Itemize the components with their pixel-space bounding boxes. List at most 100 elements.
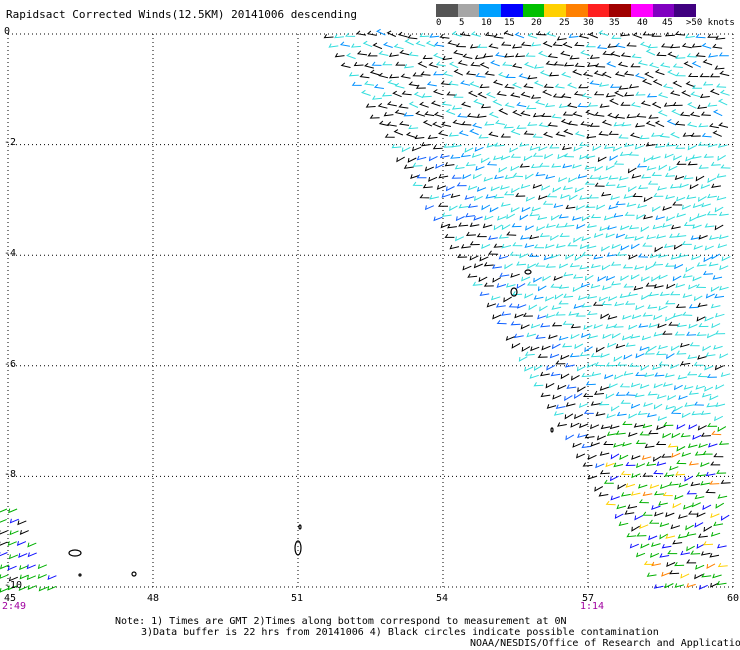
wind-barb-901 [611, 332, 621, 339]
wind-barb-342 [601, 119, 612, 126]
wind-barb-1151 [668, 481, 679, 486]
wind-barb-627 [469, 222, 480, 227]
wind-barb-606 [537, 215, 548, 221]
wind-barb-985 [677, 375, 688, 380]
wind-barb-945 [656, 351, 667, 356]
wind-barb-13 [460, 31, 471, 37]
wind-barb-1010 [564, 395, 573, 402]
wind-barb-470 [627, 167, 637, 174]
wind-barb-324 [408, 124, 419, 130]
wind-barb-598 [455, 216, 465, 222]
wind-barb-1108 [619, 454, 629, 460]
wind-barb-854 [555, 311, 566, 316]
wind-barb-218 [716, 83, 727, 88]
wind-barb-1080 [628, 432, 638, 438]
wind-barb-121 [435, 61, 446, 67]
wind-barb-231 [485, 91, 496, 99]
wind-barb-424 [460, 152, 471, 158]
wind-barb-176 [644, 71, 654, 79]
island-5 [524, 269, 532, 275]
wind-barb-442 [651, 155, 661, 161]
wind-barb-427 [493, 155, 503, 161]
wind-barb-1213 [661, 543, 672, 549]
wind-barb-1249 [0, 508, 8, 513]
wind-barb-310 [607, 112, 617, 119]
grid-lines [7, 33, 734, 588]
wind-barb-630 [501, 224, 511, 231]
wind-barb-786 [550, 283, 561, 288]
wind-barb-290 [394, 109, 405, 115]
wind-barb-407 [612, 146, 623, 152]
time-label-right: 1:14 [580, 601, 605, 612]
wind-barb-565 [698, 196, 707, 203]
wind-barb-710 [519, 253, 529, 259]
wind-barb-1089 [572, 442, 582, 448]
wind-barb-995 [585, 381, 596, 386]
wind-barb-10 [429, 33, 440, 38]
wind-barb-698 [663, 243, 674, 249]
wind-barb-993 [566, 384, 577, 389]
wind-barb-863 [653, 315, 663, 321]
wind-barb-583 [585, 203, 596, 209]
wind-barb-872 [520, 324, 530, 330]
wind-barb-905 [653, 332, 664, 337]
wind-barb-418 [396, 156, 405, 163]
wind-barb-232 [496, 90, 507, 96]
wind-barb-742 [590, 263, 601, 269]
wind-barb-1042 [553, 411, 564, 416]
wind-barb-1192 [631, 525, 640, 532]
wind-barb-933 [524, 351, 535, 356]
wind-barb-929 [689, 342, 700, 347]
wind-barb-52 [477, 43, 488, 48]
wind-barb-1231 [686, 559, 697, 564]
wind-barb-654 [476, 233, 487, 238]
wind-barb-773 [658, 274, 668, 280]
wind-barb-1122 [625, 461, 636, 467]
island-1 [294, 540, 302, 556]
wind-barb-465 [572, 163, 582, 169]
wind-barb-507 [695, 175, 705, 182]
wind-barb-379 [650, 132, 661, 137]
wind-barb-1041 [715, 402, 726, 408]
wind-barb-758 [499, 272, 510, 278]
wind-barb-92 [514, 53, 525, 58]
wind-barb-694 [620, 245, 630, 251]
wind-barb-320 [712, 109, 723, 117]
wind-barb-552 [560, 194, 570, 200]
wind-barb-999 [630, 382, 641, 388]
wind-barb-437 [597, 156, 607, 163]
wind-barb-1189 [710, 513, 720, 519]
wind-barb-691 [586, 244, 597, 249]
wind-barb-349 [674, 120, 686, 126]
wind-barb-519 [511, 187, 520, 194]
wind-barb-1004 [683, 385, 694, 390]
wind-barb-256 [386, 101, 397, 107]
wind-barb-740 [569, 262, 580, 268]
wind-barb-1273 [26, 575, 36, 581]
wind-barb-592 [681, 204, 691, 210]
wind-barb-280 [640, 100, 651, 107]
wind-barb-640 [607, 225, 617, 231]
wind-barb-477 [698, 164, 709, 169]
wind-barb-4 [366, 30, 377, 36]
wind-barb-757 [492, 277, 502, 283]
wind-barb-298 [476, 113, 487, 119]
wind-barb-374 [598, 130, 609, 136]
wind-barb-508 [707, 177, 717, 183]
wind-barb-1006 [704, 386, 714, 392]
wind-barb-187 [387, 79, 398, 86]
wind-barb-1156 [720, 479, 731, 484]
wind-barb-1099 [676, 446, 686, 452]
wind-barb-1059 [570, 422, 580, 428]
wind-barb-351 [698, 123, 709, 128]
wind-barb-340 [580, 121, 591, 126]
wind-barb-888 [688, 323, 698, 329]
wind-barb-800 [695, 283, 706, 288]
wind-barb-958 [586, 363, 596, 369]
wind-barb-330 [472, 122, 482, 129]
wind-barb-289 [383, 112, 394, 117]
wind-barb-563 [675, 196, 686, 202]
wind-barb-416 [707, 142, 718, 148]
wind-barb-1232 [695, 564, 705, 570]
wind-barb-893 [526, 332, 537, 338]
